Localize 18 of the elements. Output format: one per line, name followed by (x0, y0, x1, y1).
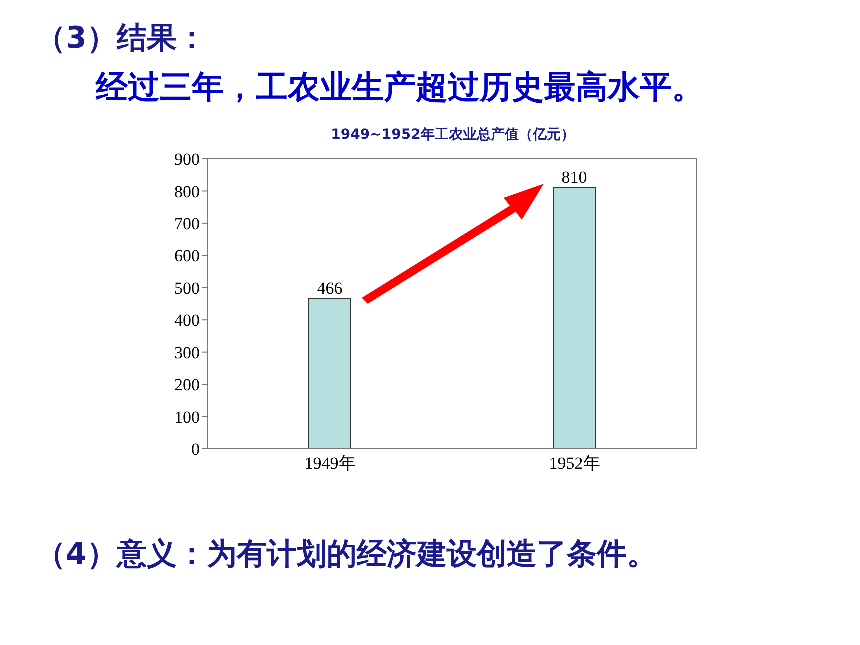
y-tick-label: 500 (174, 278, 200, 298)
x-tick-label: 1952年 (549, 454, 600, 474)
y-tick-label: 700 (174, 214, 200, 234)
y-tick-label: 200 (174, 376, 200, 395)
text: （3）结果： (36, 20, 207, 58)
y-tick-label: 800 (174, 182, 200, 202)
text: （4）意义：为有计划的经济建设创造了条件。 (36, 536, 657, 574)
data-label: 810 (562, 168, 588, 187)
x-tick-label: 1949年 (304, 454, 356, 474)
text: 经过三年，工农业生产超过历史最高水平。 (96, 67, 704, 108)
chart-title: 1949~1952年工农业总产值（亿元） (330, 126, 576, 144)
y-tick-label: 900 (174, 150, 200, 170)
y-tick-label: 600 (174, 246, 200, 266)
y-tick-label: 100 (174, 408, 200, 427)
y-tick-label: 300 (174, 343, 200, 362)
data-label: 466 (317, 278, 343, 298)
y-tick-label: 400 (174, 311, 200, 330)
y-tick-label: 0 (192, 440, 200, 460)
